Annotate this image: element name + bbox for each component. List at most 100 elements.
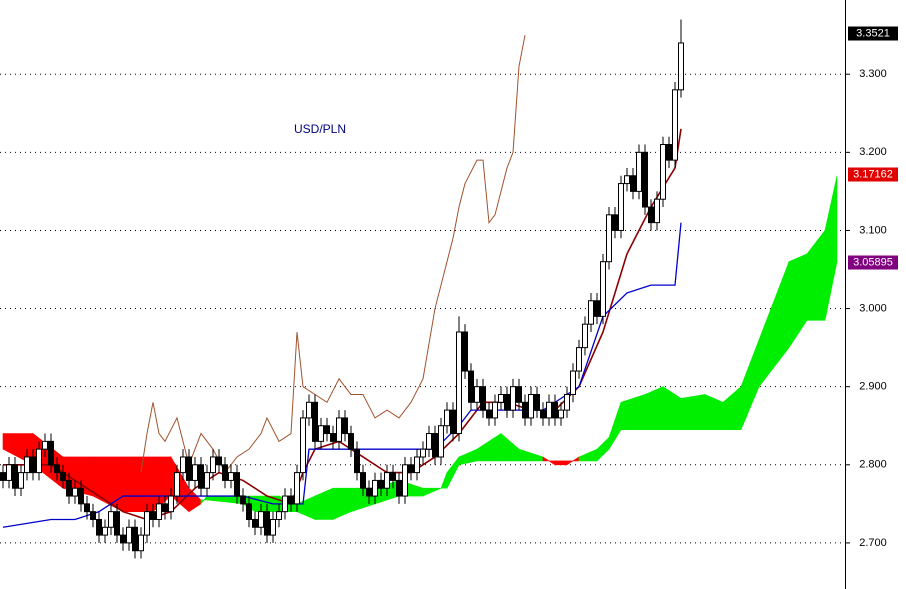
candle-body: [480, 386, 486, 411]
candle-body: [420, 448, 426, 458]
candle-body: [324, 425, 330, 435]
candle-body: [672, 89, 678, 161]
candle-body: [24, 456, 30, 474]
cloud-segment: [644, 386, 664, 430]
candle-body: [246, 503, 252, 520]
candle-body: [342, 417, 348, 435]
y-tick-label: 3.200: [859, 146, 887, 158]
candle-body: [138, 534, 144, 552]
candle-body: [0, 472, 6, 481]
candle-body: [474, 386, 480, 403]
candle-body: [270, 518, 276, 536]
candle-body: [192, 464, 198, 481]
candle-body: [450, 409, 456, 435]
candle-body: [642, 151, 648, 208]
candle-body: [588, 300, 594, 325]
candle-body: [162, 503, 168, 513]
chart-title: USD/PLN: [294, 122, 346, 136]
y-tick-label: 2.900: [859, 381, 887, 393]
candle-body: [660, 144, 666, 200]
candle-body: [408, 464, 414, 474]
candle-body: [636, 151, 642, 192]
price-label: 3.05895: [853, 256, 893, 268]
candle-body: [216, 456, 222, 466]
candle-body: [648, 206, 654, 224]
candle-body: [204, 472, 210, 489]
cloud-segment: [680, 394, 706, 430]
y-tick-label: 3.300: [859, 68, 887, 80]
candle-body: [18, 472, 24, 489]
candle-body: [288, 495, 294, 505]
candle-body: [276, 511, 282, 520]
candle-body: [492, 401, 498, 419]
candle-body: [126, 526, 132, 544]
candle-body: [678, 42, 684, 91]
candle-body: [234, 472, 240, 497]
y-tick-label: 3.100: [859, 224, 887, 236]
candle-body: [564, 393, 570, 411]
candle-body: [144, 511, 150, 536]
candle-body: [90, 511, 96, 520]
candle-body: [630, 175, 636, 192]
candle-body: [468, 370, 474, 403]
candle-body: [414, 456, 420, 474]
candle-body: [12, 464, 18, 489]
y-tick-label: 2.800: [859, 459, 887, 471]
candle-body: [180, 456, 186, 474]
candle-body: [558, 409, 564, 419]
candle-body: [258, 511, 264, 528]
y-tick-label: 2.700: [859, 537, 887, 549]
candle-body: [372, 479, 378, 497]
candle-body: [174, 472, 180, 497]
candle-body: [336, 417, 342, 442]
candle-body: [546, 401, 552, 419]
candle-body: [528, 393, 534, 419]
candle-body: [132, 526, 138, 552]
candles: [0, 19, 684, 559]
candle-body: [402, 464, 408, 497]
candle-body: [108, 511, 114, 528]
candle-body: [306, 401, 312, 419]
candle-body: [522, 401, 528, 419]
candle-body: [498, 393, 504, 403]
candle-body: [600, 261, 606, 317]
price-label: 3.17162: [853, 168, 893, 180]
candle-body: [390, 472, 396, 481]
candle-body: [360, 472, 366, 489]
candle-body: [300, 417, 306, 474]
candle-body: [294, 472, 300, 505]
candle-body: [570, 370, 576, 395]
candle-body: [486, 409, 492, 419]
candle-body: [264, 511, 270, 536]
candle-body: [384, 472, 390, 489]
candle-body: [456, 331, 462, 435]
candle-body: [510, 386, 516, 411]
candle-body: [42, 440, 48, 450]
candle-body: [540, 409, 546, 419]
cloud-segment: [824, 175, 838, 321]
indicator-line: [2, 222, 682, 528]
candle-body: [156, 503, 162, 520]
candle-body: [552, 401, 558, 419]
candle-body: [624, 175, 630, 185]
candle-body: [318, 425, 324, 442]
candle-body: [78, 487, 84, 505]
candle-body: [348, 433, 354, 450]
cloud-segment: [122, 456, 154, 512]
candle-body: [36, 448, 42, 474]
candle-body: [228, 472, 234, 481]
candle-body: [60, 472, 66, 481]
candle-body: [432, 433, 438, 458]
candle-body: [72, 487, 78, 497]
candle-body: [96, 518, 102, 536]
candle-body: [576, 347, 582, 372]
candle-body: [240, 495, 246, 505]
candle-body: [312, 401, 318, 442]
candle-body: [612, 214, 618, 231]
price-label: 3.3521: [856, 27, 890, 39]
candle-body: [198, 464, 204, 489]
candle-body: [210, 456, 216, 474]
candle-body: [582, 323, 588, 349]
candle-body: [354, 448, 360, 474]
candle-body: [84, 503, 90, 513]
